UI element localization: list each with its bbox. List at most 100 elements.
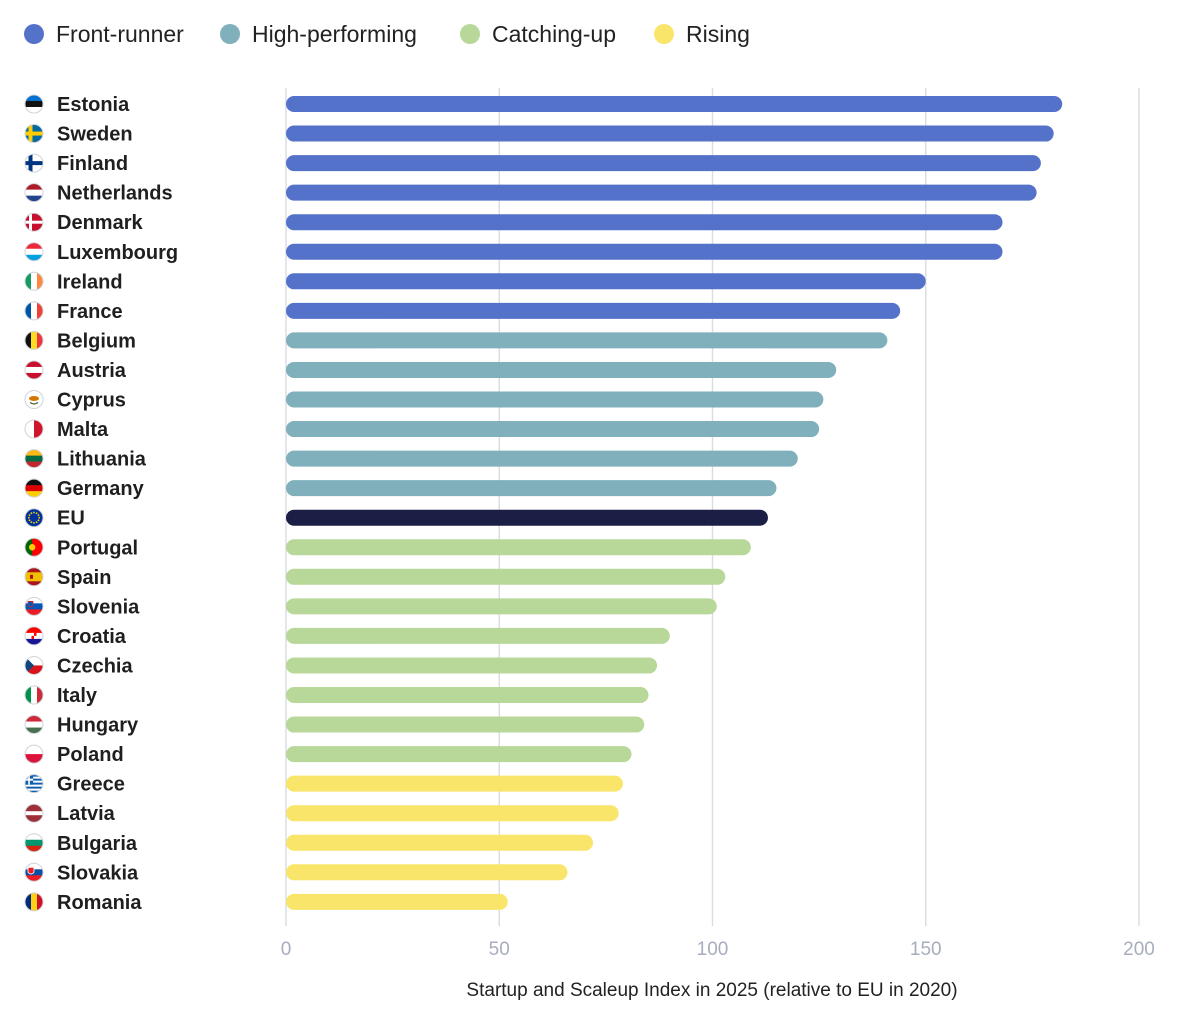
finland-flag-icon xyxy=(24,153,44,173)
bar-denmark xyxy=(286,214,1003,231)
bulgaria-flag-icon xyxy=(24,833,44,853)
bar-romania xyxy=(286,893,508,910)
country-label: Sweden xyxy=(57,124,133,146)
slovenia-flag-icon xyxy=(24,596,44,616)
country-label: Ireland xyxy=(57,271,123,293)
country-label: Czechia xyxy=(57,655,133,677)
bar-france xyxy=(286,302,901,319)
legend-item-high: High-performing xyxy=(220,21,417,47)
belgium-flag-icon xyxy=(24,330,44,350)
bar-germany xyxy=(286,480,777,497)
legend-item-catch: Catching-up xyxy=(460,21,616,47)
country-label: Romania xyxy=(57,892,142,914)
country-label: Hungary xyxy=(57,715,139,737)
legend-label: High-performing xyxy=(252,21,417,47)
legend: Front-runner High-performing Catching-up Ri… xyxy=(24,21,750,47)
malta-flag-icon xyxy=(24,419,44,439)
bar-czechia xyxy=(286,657,658,674)
bar-greece xyxy=(286,775,623,792)
country-label: Portugal xyxy=(57,537,138,559)
country-label: Netherlands xyxy=(57,183,173,205)
country-label: Spain xyxy=(57,567,111,589)
bar-estonia xyxy=(286,96,1063,112)
legend-item-front: Front-runner xyxy=(24,21,184,47)
lithuania-flag-icon xyxy=(24,449,44,469)
country-label: Italy xyxy=(57,685,98,707)
country-label: Greece xyxy=(57,774,125,796)
x-axis-ticks: 0 50 100 150 200 xyxy=(281,939,1155,960)
czechia-flag-icon xyxy=(24,655,44,675)
luxembourg-flag-icon xyxy=(24,242,44,262)
country-label: Luxembourg xyxy=(57,242,178,264)
netherlands-flag-icon xyxy=(24,183,44,203)
germany-flag-icon xyxy=(24,478,44,498)
x-tick-label: 100 xyxy=(697,939,729,960)
x-tick-label: 0 xyxy=(281,939,292,960)
legend-swatch xyxy=(24,24,44,44)
croatia-flag-icon xyxy=(24,626,44,646)
x-axis-title: Startup and Scaleup Index in 2025 (relat… xyxy=(466,980,957,1001)
legend-label: Catching-up xyxy=(492,21,616,47)
country-label: Finland xyxy=(57,153,128,175)
bar-cyprus xyxy=(286,391,824,408)
france-flag-icon xyxy=(24,301,44,321)
romania-flag-icon xyxy=(24,892,44,912)
bar-netherlands xyxy=(286,184,1037,201)
bar-luxembourg xyxy=(286,243,1003,260)
country-label: Denmark xyxy=(57,212,143,234)
bar-poland xyxy=(286,746,632,763)
legend-swatch xyxy=(654,24,674,44)
bars xyxy=(286,96,1063,910)
bar-latvia xyxy=(286,805,619,822)
legend-label: Front-runner xyxy=(56,21,184,47)
bar-spain xyxy=(286,568,726,585)
country-label: Latvia xyxy=(57,803,116,825)
spain-flag-icon xyxy=(24,567,44,587)
hungary-flag-icon xyxy=(24,715,44,735)
legend-swatch xyxy=(220,24,240,44)
estonia-flag-icon xyxy=(24,94,44,114)
x-tick-label: 200 xyxy=(1123,939,1155,960)
country-label: Lithuania xyxy=(57,449,147,471)
sweden-flag-icon xyxy=(24,124,44,144)
x-tick-label: 50 xyxy=(489,939,510,960)
bar-ireland xyxy=(286,273,926,290)
country-label: Slovenia xyxy=(57,596,140,618)
country-label: Poland xyxy=(57,744,124,766)
italy-flag-icon xyxy=(24,685,44,705)
bar-bulgaria xyxy=(286,834,594,851)
country-label: Cyprus xyxy=(57,390,126,412)
bar-italy xyxy=(286,687,649,703)
country-label: Germany xyxy=(57,478,145,500)
ireland-flag-icon xyxy=(24,271,44,291)
legend-swatch xyxy=(460,24,480,44)
bar-austria xyxy=(286,361,837,378)
legend-label: Rising xyxy=(686,21,750,47)
legend-item-rising: Rising xyxy=(654,21,750,47)
bar-sweden xyxy=(286,125,1054,142)
bar-croatia xyxy=(286,627,670,644)
cyprus-flag-icon xyxy=(24,390,44,409)
bar-eu xyxy=(286,509,768,526)
greece-flag-icon xyxy=(24,774,44,794)
country-label: EU xyxy=(57,508,85,530)
bar-lithuania xyxy=(286,450,798,467)
x-tick-label: 150 xyxy=(910,939,942,960)
country-labels: Estonia Sweden Finland Netherlands Denmark Lu… xyxy=(24,94,178,914)
bar-slovenia xyxy=(286,598,717,615)
denmark-flag-icon xyxy=(24,212,44,232)
bar-hungary xyxy=(286,716,645,733)
country-label: Bulgaria xyxy=(57,833,138,855)
country-label: Austria xyxy=(57,360,127,382)
bar-portugal xyxy=(286,539,751,556)
bar-finland xyxy=(286,155,1041,172)
country-label: Estonia xyxy=(57,94,130,116)
slovakia-flag-icon xyxy=(24,862,44,882)
country-label: Croatia xyxy=(57,626,127,648)
gridlines xyxy=(285,88,1140,926)
bar-belgium xyxy=(286,332,888,349)
country-label: France xyxy=(57,301,123,323)
poland-flag-icon xyxy=(24,744,44,764)
country-label: Belgium xyxy=(57,330,136,352)
